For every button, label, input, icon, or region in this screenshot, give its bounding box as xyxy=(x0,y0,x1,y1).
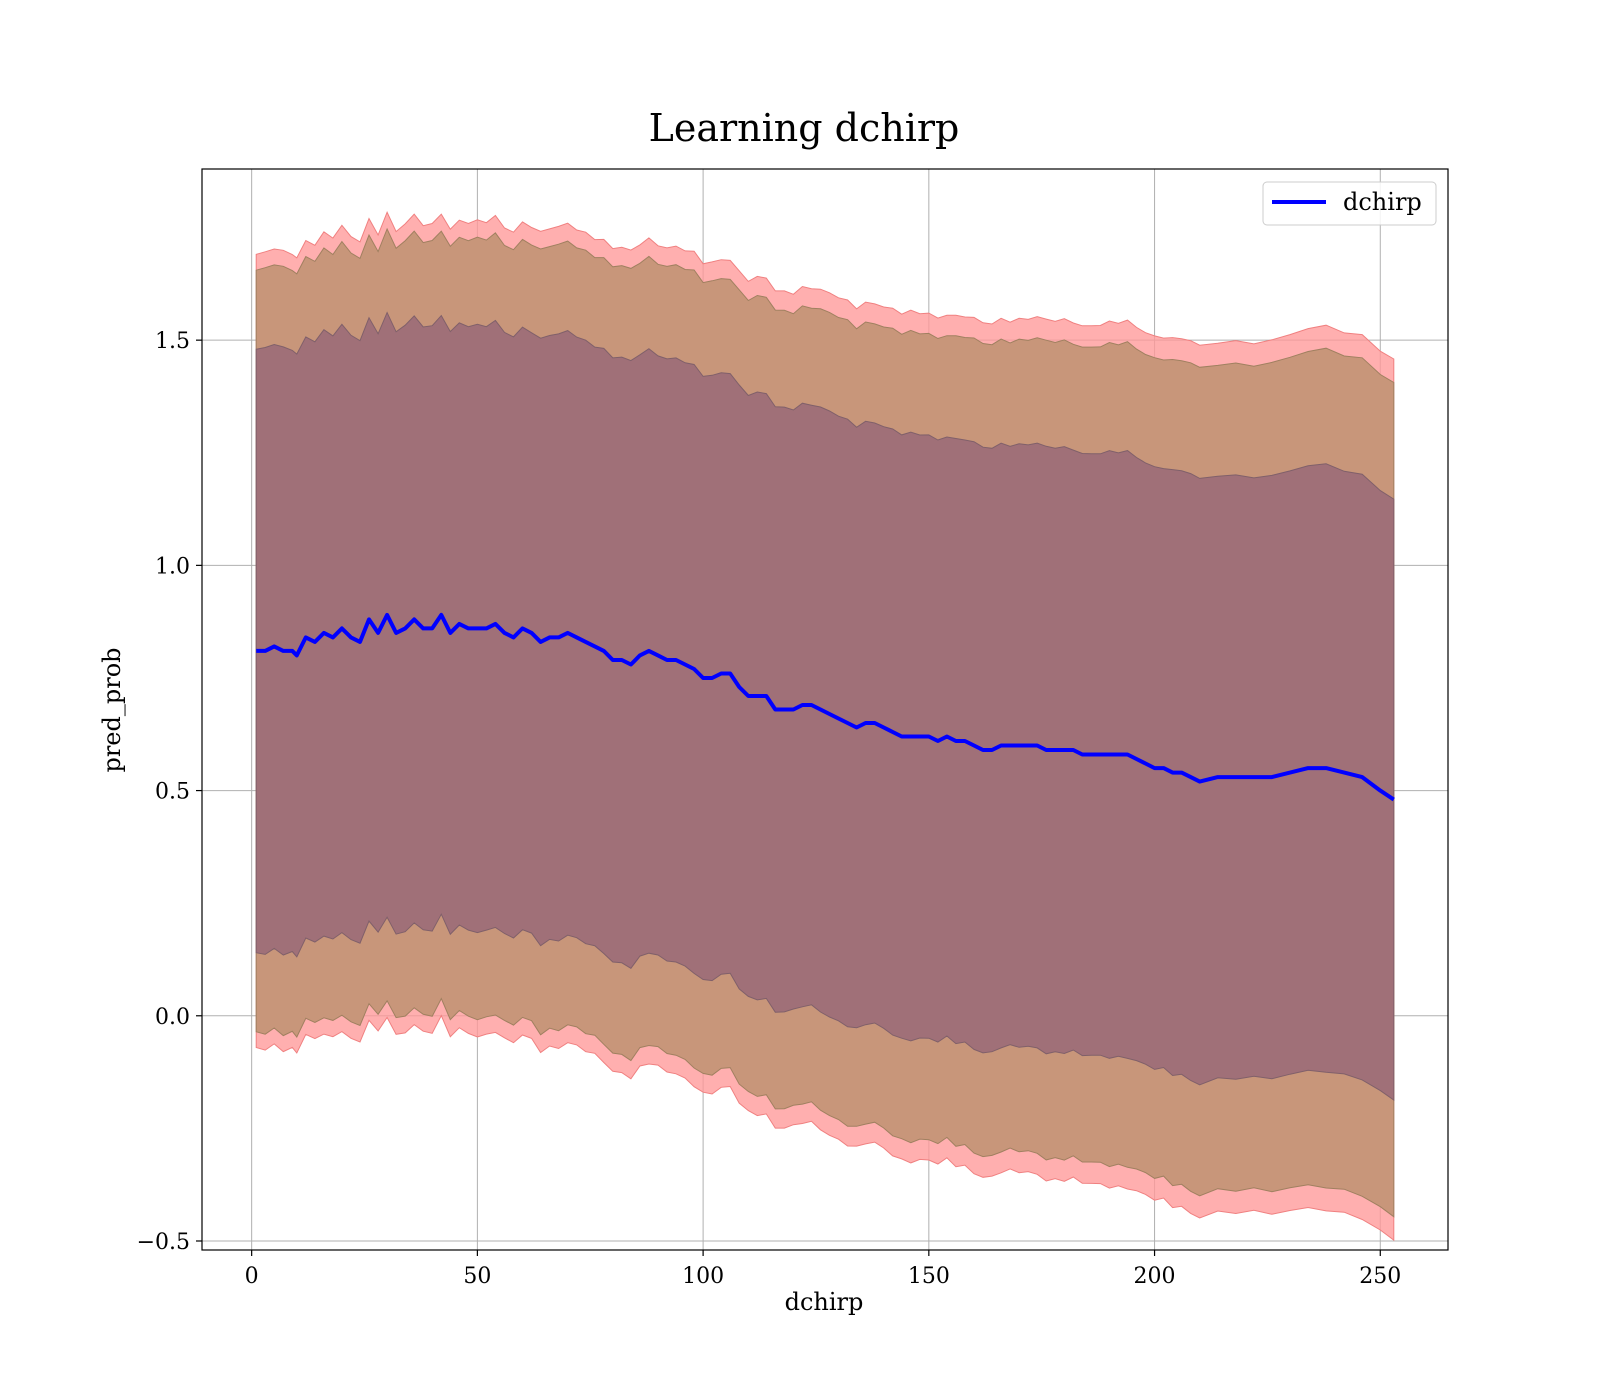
y-tick-label-4: 1.5 xyxy=(155,329,190,354)
legend-entry-dchirp: dchirp xyxy=(1343,188,1422,216)
series-group xyxy=(256,612,1395,802)
x-tick-label-3: 150 xyxy=(908,1264,950,1289)
plot-frame xyxy=(201,168,1449,1251)
y-tick-label-0: −0.5 xyxy=(137,1230,190,1255)
legend-box xyxy=(1262,181,1437,226)
x-axis: 0 50 100 150 200 250 xyxy=(245,1250,1401,1289)
series-line-dchirp xyxy=(256,612,1395,802)
y-tick-label-3: 1.0 xyxy=(155,554,190,579)
legend: dchirp xyxy=(1262,181,1437,226)
x-tick-label-0: 0 xyxy=(245,1264,259,1289)
x-tick-label-5: 250 xyxy=(1359,1264,1401,1289)
y-axis: −0.5 0.0 0.5 1.0 1.5 xyxy=(137,329,202,1255)
x-tick-label-1: 50 xyxy=(463,1264,491,1289)
band-inner xyxy=(255,311,1395,1101)
x-tick-label-4: 200 xyxy=(1134,1264,1176,1289)
y-tick-label-1: 0.0 xyxy=(155,1005,190,1030)
confidence-bands xyxy=(255,211,1395,1242)
x-tick-label-2: 100 xyxy=(682,1264,724,1289)
y-tick-label-2: 0.5 xyxy=(155,780,190,805)
y-axis-label: pred_prob xyxy=(98,647,126,772)
x-axis-label: dchirp xyxy=(785,1288,864,1316)
chart-title: Learning dchirp xyxy=(649,106,960,150)
